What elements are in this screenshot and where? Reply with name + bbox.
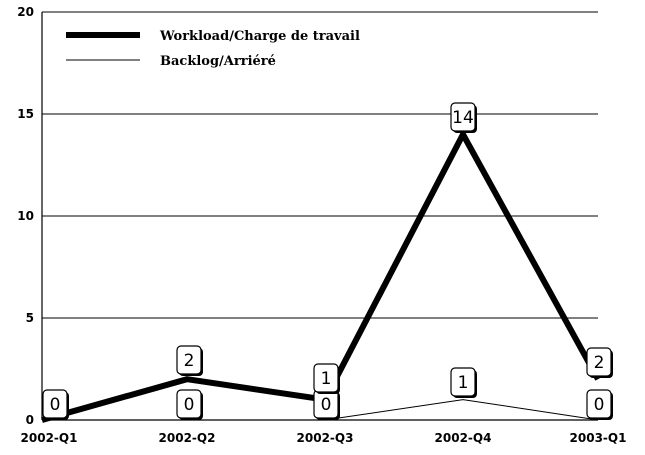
data-label-text: 0 bbox=[594, 395, 605, 415]
data-label-backlog-3: 0 bbox=[313, 389, 340, 420]
x-tick-labels: 2002-Q1 2002-Q2 2002-Q3 2002-Q4 2003-Q1 bbox=[21, 431, 627, 445]
data-label-box bbox=[176, 345, 202, 375]
y-tick-label-10: 10 bbox=[17, 209, 34, 223]
data-label-backlog-4: 1 bbox=[450, 367, 477, 398]
y-tick-label-5: 5 bbox=[26, 311, 34, 325]
x-tick-label-5: 2003-Q1 bbox=[570, 431, 627, 445]
data-label-text: 0 bbox=[50, 395, 61, 415]
x-tick-label-3: 2002-Q3 bbox=[297, 431, 354, 445]
data-label-workload-5: 2 bbox=[586, 347, 613, 378]
data-label-text: 2 bbox=[184, 351, 195, 371]
data-label-box bbox=[450, 367, 476, 397]
data-label-box bbox=[313, 363, 339, 393]
data-label-workload-2: 2 bbox=[176, 345, 203, 376]
y-tick-labels: 0 5 10 15 20 bbox=[17, 5, 34, 427]
data-label-box bbox=[42, 389, 68, 419]
legend: Workload/Charge de travail Backlog/Arrié… bbox=[66, 29, 360, 69]
data-label-box bbox=[176, 389, 202, 419]
y-tick-label-0: 0 bbox=[26, 413, 34, 427]
x-tick-label-2: 2002-Q2 bbox=[159, 431, 216, 445]
x-tick-label-1: 2002-Q1 bbox=[21, 431, 78, 445]
data-labels-layer: 0 0 1 0 0 2 1 14 2 bbox=[42, 102, 613, 420]
data-label-workload-4: 14 bbox=[450, 102, 477, 133]
data-label-workload-1: 0 bbox=[42, 389, 69, 420]
y-tick-label-20: 20 bbox=[17, 5, 34, 19]
data-label-text: 14 bbox=[452, 108, 474, 128]
data-label-workload-3: 1 bbox=[313, 363, 340, 394]
data-label-box bbox=[586, 347, 612, 377]
data-label-box bbox=[450, 102, 476, 132]
legend-label-workload: Workload/Charge de travail bbox=[159, 29, 360, 44]
data-label-text: 0 bbox=[184, 395, 195, 415]
legend-label-backlog: Backlog/Arriéré bbox=[160, 54, 276, 69]
data-label-box bbox=[586, 389, 612, 419]
gridlines bbox=[42, 11, 598, 319]
data-label-text: 1 bbox=[321, 369, 332, 389]
y-tick-label-15: 15 bbox=[17, 107, 34, 121]
data-label-text: 2 bbox=[594, 353, 605, 373]
data-label-text: 0 bbox=[321, 395, 332, 415]
data-label-backlog-5: 0 bbox=[586, 389, 613, 420]
x-tick-label-4: 2002-Q4 bbox=[435, 431, 492, 445]
data-label-text: 1 bbox=[458, 373, 469, 393]
data-label-backlog-2: 0 bbox=[176, 389, 203, 420]
